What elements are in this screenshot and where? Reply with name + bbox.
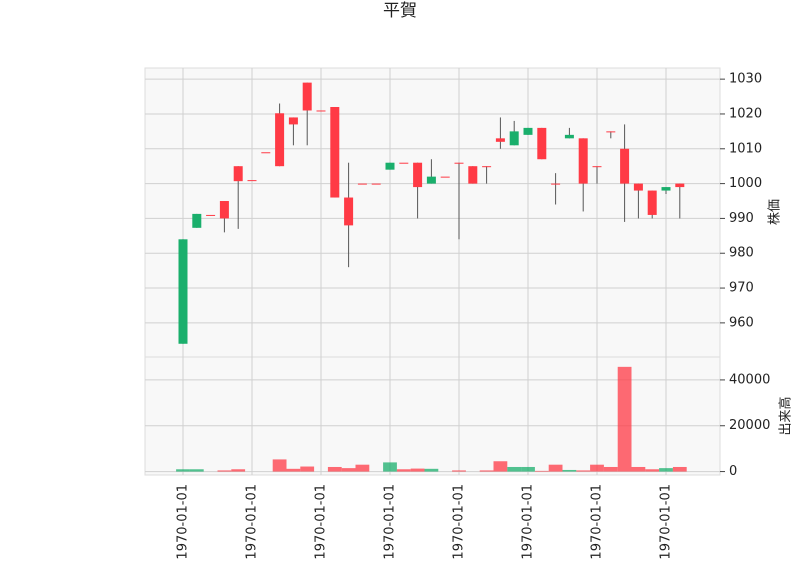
y-tick-label: 1000 <box>729 176 762 191</box>
candle-body <box>219 201 229 219</box>
volume-bar <box>217 470 232 472</box>
price-panel <box>144 67 721 358</box>
volume-bar <box>355 464 370 472</box>
candle-body <box>661 187 671 191</box>
candle-body <box>551 183 561 185</box>
y-tick-label: 960 <box>729 315 754 330</box>
candle-body <box>385 162 395 170</box>
volume-bar <box>272 459 287 472</box>
volume-bar <box>590 464 604 472</box>
volume-bar <box>300 466 315 472</box>
x-tick-label: 1970-01-01 <box>452 484 467 560</box>
candle-body <box>468 166 478 184</box>
candle-body <box>206 214 216 216</box>
y-tick-label: 980 <box>729 246 754 261</box>
candle-body <box>302 82 312 111</box>
volume-bar <box>231 469 246 472</box>
y-axis-label: 株価 <box>768 199 783 225</box>
candle-body <box>523 127 533 135</box>
volume-bar <box>645 469 660 472</box>
candle-body <box>426 176 436 184</box>
candle-body <box>261 152 271 154</box>
volume-bar <box>534 470 549 472</box>
x-tick-label: 1970-01-01 <box>521 484 536 560</box>
volume-tick-label: 0 <box>729 464 737 479</box>
volume-tick-label: 40000 <box>729 372 770 387</box>
candle-body <box>578 138 588 184</box>
volume-bar <box>189 469 204 472</box>
candle-body <box>288 117 298 125</box>
candle-body <box>413 162 423 188</box>
volume-bar <box>603 466 618 472</box>
volume-axis-label: 出来高 <box>778 396 794 435</box>
volume-bar <box>424 468 439 472</box>
candle-body <box>537 127 547 160</box>
candle-body <box>675 183 685 188</box>
volume-bar <box>617 366 632 472</box>
y-tick-label: 1010 <box>729 141 762 156</box>
candle-body <box>592 166 602 168</box>
x-tick-label: 1970-01-01 <box>659 484 674 560</box>
candle-body <box>509 131 519 146</box>
volume-bar <box>493 461 508 472</box>
volume-bar <box>327 466 342 472</box>
volume-panel <box>144 356 721 476</box>
volume-bar <box>410 468 425 472</box>
volume-bar <box>479 470 494 472</box>
volume-bar <box>659 468 673 472</box>
candle-body <box>344 197 354 226</box>
volume-bar <box>672 466 687 472</box>
candle-body <box>247 180 257 182</box>
candle-body <box>192 213 202 228</box>
candle-body <box>399 162 409 164</box>
x-tick-label: 1970-01-01 <box>245 484 260 560</box>
y-tick-label: 970 <box>729 281 754 296</box>
volume-bar <box>562 469 577 472</box>
candle-body <box>495 138 505 142</box>
candle-body <box>357 183 367 185</box>
candle-body <box>233 166 243 182</box>
candle-body <box>440 176 450 178</box>
x-tick-label: 1970-01-01 <box>383 484 398 560</box>
candle-body <box>454 162 464 164</box>
volume-bar <box>176 469 190 472</box>
volume-bar <box>452 470 466 472</box>
y-tick-label: 1020 <box>729 106 762 121</box>
candle-body <box>275 113 285 167</box>
x-tick-label: 1970-01-01 <box>590 484 605 560</box>
volume-bar <box>396 469 411 472</box>
volume-bar <box>631 466 646 472</box>
volume-bar <box>286 468 301 472</box>
candle-body <box>371 183 381 185</box>
candle-body <box>316 110 326 112</box>
volume-bar <box>341 468 356 472</box>
candle-body <box>178 239 188 344</box>
volume-bar <box>548 464 563 472</box>
volume-bar <box>383 462 397 472</box>
volume-bar <box>507 466 522 472</box>
volume-bar <box>576 470 591 472</box>
candle-body <box>606 131 616 133</box>
candle-body <box>647 190 657 215</box>
chart-title: 平賀 <box>383 1 417 21</box>
volume-bar <box>521 466 535 472</box>
candle-body <box>330 106 340 198</box>
y-tick-label: 990 <box>729 211 754 226</box>
y-tick-label: 1030 <box>729 72 762 87</box>
candle-body <box>633 183 643 191</box>
x-tick-label: 1970-01-01 <box>176 484 191 560</box>
candle-body <box>482 166 492 168</box>
candle-body <box>564 134 574 139</box>
candle-body <box>620 148 630 184</box>
x-tick-label: 1970-01-01 <box>314 484 329 560</box>
volume-tick-label: 20000 <box>729 418 770 433</box>
